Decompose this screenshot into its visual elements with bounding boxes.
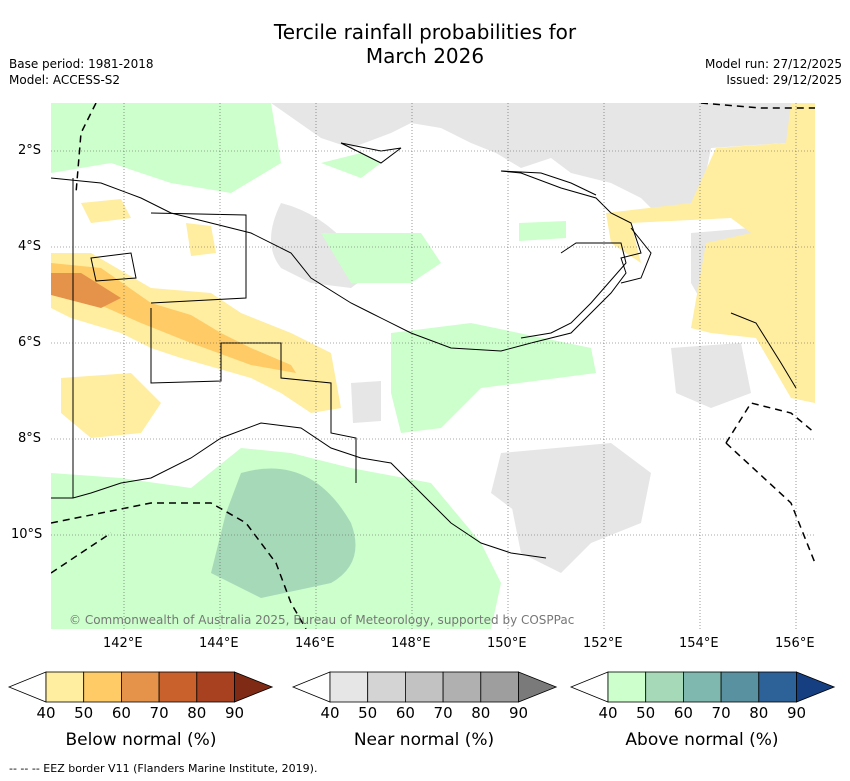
lon-label: 152°E <box>583 636 623 651</box>
model-name: Model: ACCESS-S2 <box>9 73 121 87</box>
colorbar-segment <box>329 671 369 703</box>
colorbar-tick-label: 70 <box>149 704 169 722</box>
title-line-1: Tercile rainfall probabilities for <box>273 20 577 44</box>
eez-footer-note: -- -- -- EEZ border V11 (Flanders Marine… <box>9 762 318 775</box>
lat-label: 4°S <box>18 239 42 254</box>
colorbar-tick-label: 90 <box>508 704 529 722</box>
colorbar-segment <box>607 671 647 703</box>
lon-label: 150°E <box>487 636 527 651</box>
colorbar-label-above: Above normal (%) <box>625 730 779 750</box>
colorbar-low-extend <box>291 671 331 703</box>
base-period: Base period: 1981-2018 <box>9 57 154 71</box>
colorbar-tick-label: 90 <box>786 704 807 722</box>
colorbar-segment <box>83 671 122 703</box>
below-normal-regions <box>51 103 815 438</box>
lon-label: 146°E <box>295 636 335 651</box>
probability-map <box>51 103 815 629</box>
colorbar-segment <box>121 671 160 703</box>
lon-label: 148°E <box>391 636 431 651</box>
colorbar-tick-label: 50 <box>74 704 94 722</box>
chart-title: Tercile rainfall probabilities for March… <box>0 20 850 68</box>
colorbar-segment <box>758 671 797 703</box>
lon-label: 142°E <box>103 636 143 651</box>
lon-label: 154°E <box>679 636 719 651</box>
meta-right: Model run: 27/12/2025 Issued: 29/12/2025 <box>705 56 842 88</box>
colorbar-low-extend <box>569 671 609 703</box>
colorbars <box>7 671 836 703</box>
colorbar-tick-label: 40 <box>36 704 56 722</box>
lat-label: 10°S <box>11 527 43 542</box>
colorbar-segment <box>518 671 558 703</box>
model-run: Model run: 27/12/2025 <box>704 57 842 71</box>
lat-label: 2°S <box>18 143 42 158</box>
colorbar-tick-label: 60 <box>111 704 131 722</box>
colorbar-tick-label: 60 <box>395 704 415 722</box>
colorbar-tick-label: 80 <box>471 704 491 722</box>
colorbar-above-normal <box>569 671 836 703</box>
lon-label: 156°E <box>775 636 815 651</box>
colorbar-tick-label: 90 <box>224 704 245 722</box>
colorbar-tick-label: 80 <box>749 704 769 722</box>
colorbar-segment <box>442 671 482 703</box>
colorbar-label-near: Near normal (%) <box>353 730 495 750</box>
colorbar-near-normal <box>291 671 558 703</box>
copyright-note: © Commonwealth of Australia 2025, Bureau… <box>69 613 575 627</box>
title-line-2: March 2026 <box>365 44 485 68</box>
lon-label: 144°E <box>199 636 239 651</box>
colorbar-tick-label: 70 <box>711 704 731 722</box>
colorbar-segment <box>796 671 836 703</box>
colorbar-segment <box>158 671 198 703</box>
colorbar-segment <box>480 671 519 703</box>
colorbar-tick-label: 50 <box>636 704 656 722</box>
colorbar-tick-label: 60 <box>673 704 693 722</box>
colorbar-segment <box>720 671 760 703</box>
colorbar-tick-label: 70 <box>433 704 453 722</box>
colorbar-label-below: Below normal (%) <box>65 730 217 750</box>
colorbar-segment <box>234 671 274 703</box>
colorbar-tick-label: 40 <box>598 704 618 722</box>
lat-label: 6°S <box>18 335 42 350</box>
colorbar-tick-label: 80 <box>187 704 207 722</box>
colorbar-low-extend <box>7 671 47 703</box>
colorbar-segment <box>367 671 406 703</box>
issued-date: Issued: 29/12/2025 <box>726 73 842 87</box>
colorbar-segment <box>645 671 684 703</box>
coastlines-and-borders <box>51 142 797 559</box>
above-normal-regions <box>51 103 596 629</box>
colorbar-segment <box>196 671 235 703</box>
meta-left: Base period: 1981-2018 Model: ACCESS-S2 <box>9 56 154 88</box>
colorbar-segment <box>683 671 722 703</box>
colorbar-segment <box>404 671 444 703</box>
eez-border <box>51 103 815 629</box>
colorbar-below-normal <box>7 671 274 703</box>
lat-label: 8°S <box>18 431 42 446</box>
graticule <box>51 103 815 629</box>
colorbar-tick-label: 40 <box>320 704 340 722</box>
colorbar-segment <box>45 671 85 703</box>
colorbar-tick-label: 50 <box>358 704 378 722</box>
